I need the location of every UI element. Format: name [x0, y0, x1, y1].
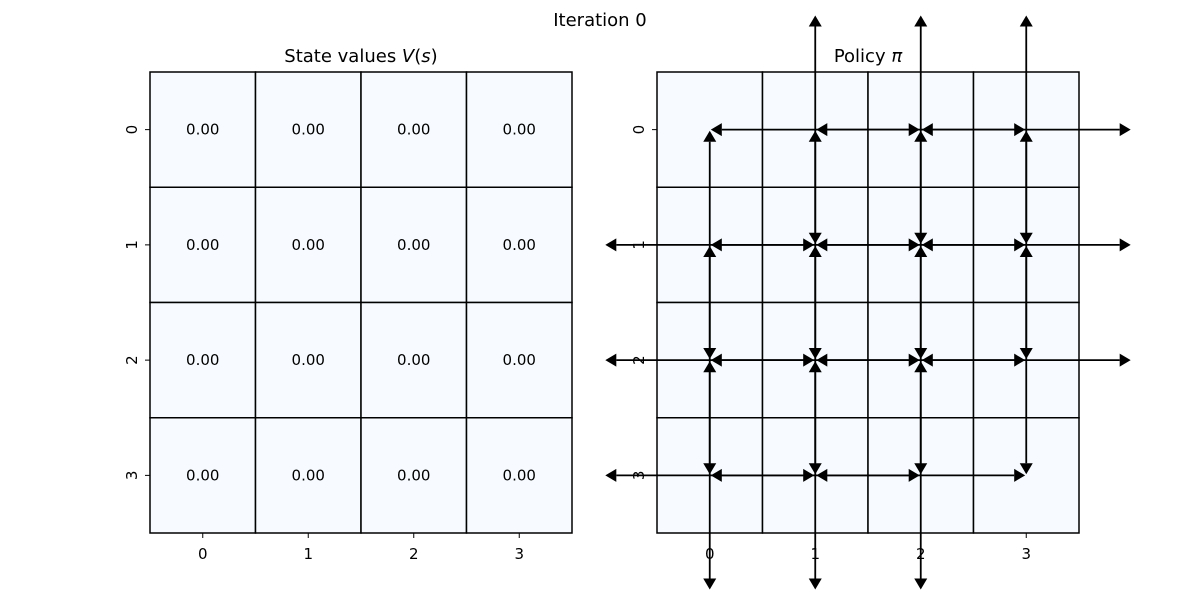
- heatmap-cell: [254, 417, 362, 534]
- policy-arrow-right: [1026, 353, 1131, 367]
- cell-value-label: 0.00: [292, 236, 325, 254]
- policy-arrow-up: [914, 130, 928, 245]
- x-tick-label: 0: [198, 545, 208, 563]
- policy-title: Policy π: [834, 46, 904, 67]
- policy-arrow-down: [808, 475, 822, 590]
- heatmap-cell: [465, 71, 573, 188]
- policy-arrow-down: [914, 475, 928, 590]
- cell-value-label: 0.00: [503, 236, 536, 254]
- cell-value-label: 0.00: [292, 466, 325, 484]
- x-tick-label: 3: [514, 545, 524, 563]
- policy-arrow-left: [605, 238, 710, 252]
- state-values-title: State values V(s): [284, 46, 437, 67]
- policy-arrow-up: [914, 246, 928, 361]
- heatmap-cell: [149, 417, 257, 534]
- cell-value-label: 0.00: [503, 466, 536, 484]
- policy-arrow-up: [914, 15, 928, 130]
- policy-arrow-left: [710, 123, 816, 137]
- policy-arrow-left: [710, 353, 816, 367]
- policy-arrow-right: [1026, 123, 1131, 137]
- heatmap-cell: [465, 186, 573, 304]
- heatmap-cell: [360, 71, 468, 188]
- policy-arrow-left: [816, 353, 921, 367]
- y-tick-label: 2: [123, 355, 141, 365]
- policy-arrow-up: [1019, 130, 1033, 245]
- policy-arrow-right: [1026, 238, 1131, 252]
- cell-value-label: 0.00: [186, 121, 219, 139]
- heatmap-cell: [465, 417, 573, 534]
- heatmap-cell: [149, 186, 257, 304]
- policy-arrow-up: [808, 130, 822, 245]
- policy-arrow-up: [808, 246, 822, 361]
- y-tick-label: 0: [123, 125, 141, 135]
- cell-value-label: 0.00: [503, 351, 536, 369]
- policy-arrow-down: [703, 475, 717, 590]
- policy-arrow-left: [605, 353, 710, 367]
- policy-arrow-down: [1019, 360, 1033, 475]
- policy-arrow-up: [1019, 246, 1033, 361]
- cell-value-label: 0.00: [186, 466, 219, 484]
- cell-value-label: 0.00: [292, 121, 325, 139]
- cell-value-label: 0.00: [186, 351, 219, 369]
- policy-arrow-left: [816, 123, 921, 137]
- y-tick-label: 0: [630, 125, 648, 135]
- policy-arrow-left: [921, 123, 1027, 137]
- policy-arrow-up: [914, 361, 928, 476]
- policy-arrow-left: [710, 468, 816, 482]
- policy-arrow-left: [816, 238, 921, 252]
- policy-arrow-up: [808, 361, 822, 476]
- heatmap-cell: [254, 301, 362, 419]
- cell-value-label: 0.00: [503, 121, 536, 139]
- heatmap-cell: [149, 71, 257, 188]
- policy-arrow-left: [710, 238, 816, 252]
- policy-arrow-up: [808, 15, 822, 130]
- policy-arrow-up: [1019, 15, 1033, 130]
- cell-value-label: 0.00: [397, 121, 430, 139]
- cell-value-label: 0.00: [397, 236, 430, 254]
- heatmap-cell: [254, 71, 362, 188]
- x-tick-label: 2: [409, 545, 419, 563]
- cell-value-label: 0.00: [186, 236, 219, 254]
- heatmap-cell: [465, 301, 573, 419]
- cell-value-label: 0.00: [292, 351, 325, 369]
- cell-value-label: 0.00: [397, 351, 430, 369]
- policy-arrow-left: [816, 468, 921, 482]
- policy-arrow-left: [921, 353, 1027, 367]
- policy-arrow-up: [703, 361, 717, 476]
- cell-value-label: 0.00: [397, 466, 430, 484]
- y-tick-label: 1: [123, 240, 141, 250]
- policy-arrow-left: [605, 468, 710, 482]
- state-values-heatmap: State values V(s) 0 1 2 3 0 1 2 3 0.00 0.00 0.00 0.…: [123, 46, 573, 563]
- policy-arrow-right: [920, 468, 1026, 482]
- policy-arrow-up: [703, 130, 717, 245]
- heatmap-cell: [254, 186, 362, 304]
- figure-suptitle: Iteration 0: [553, 10, 647, 31]
- x-tick-label: 1: [303, 545, 313, 563]
- x-tick-label: 3: [1021, 545, 1031, 563]
- y-tick-label: 3: [123, 471, 141, 481]
- policy-arrow-left: [921, 238, 1027, 252]
- policy-arrow-up: [703, 246, 717, 361]
